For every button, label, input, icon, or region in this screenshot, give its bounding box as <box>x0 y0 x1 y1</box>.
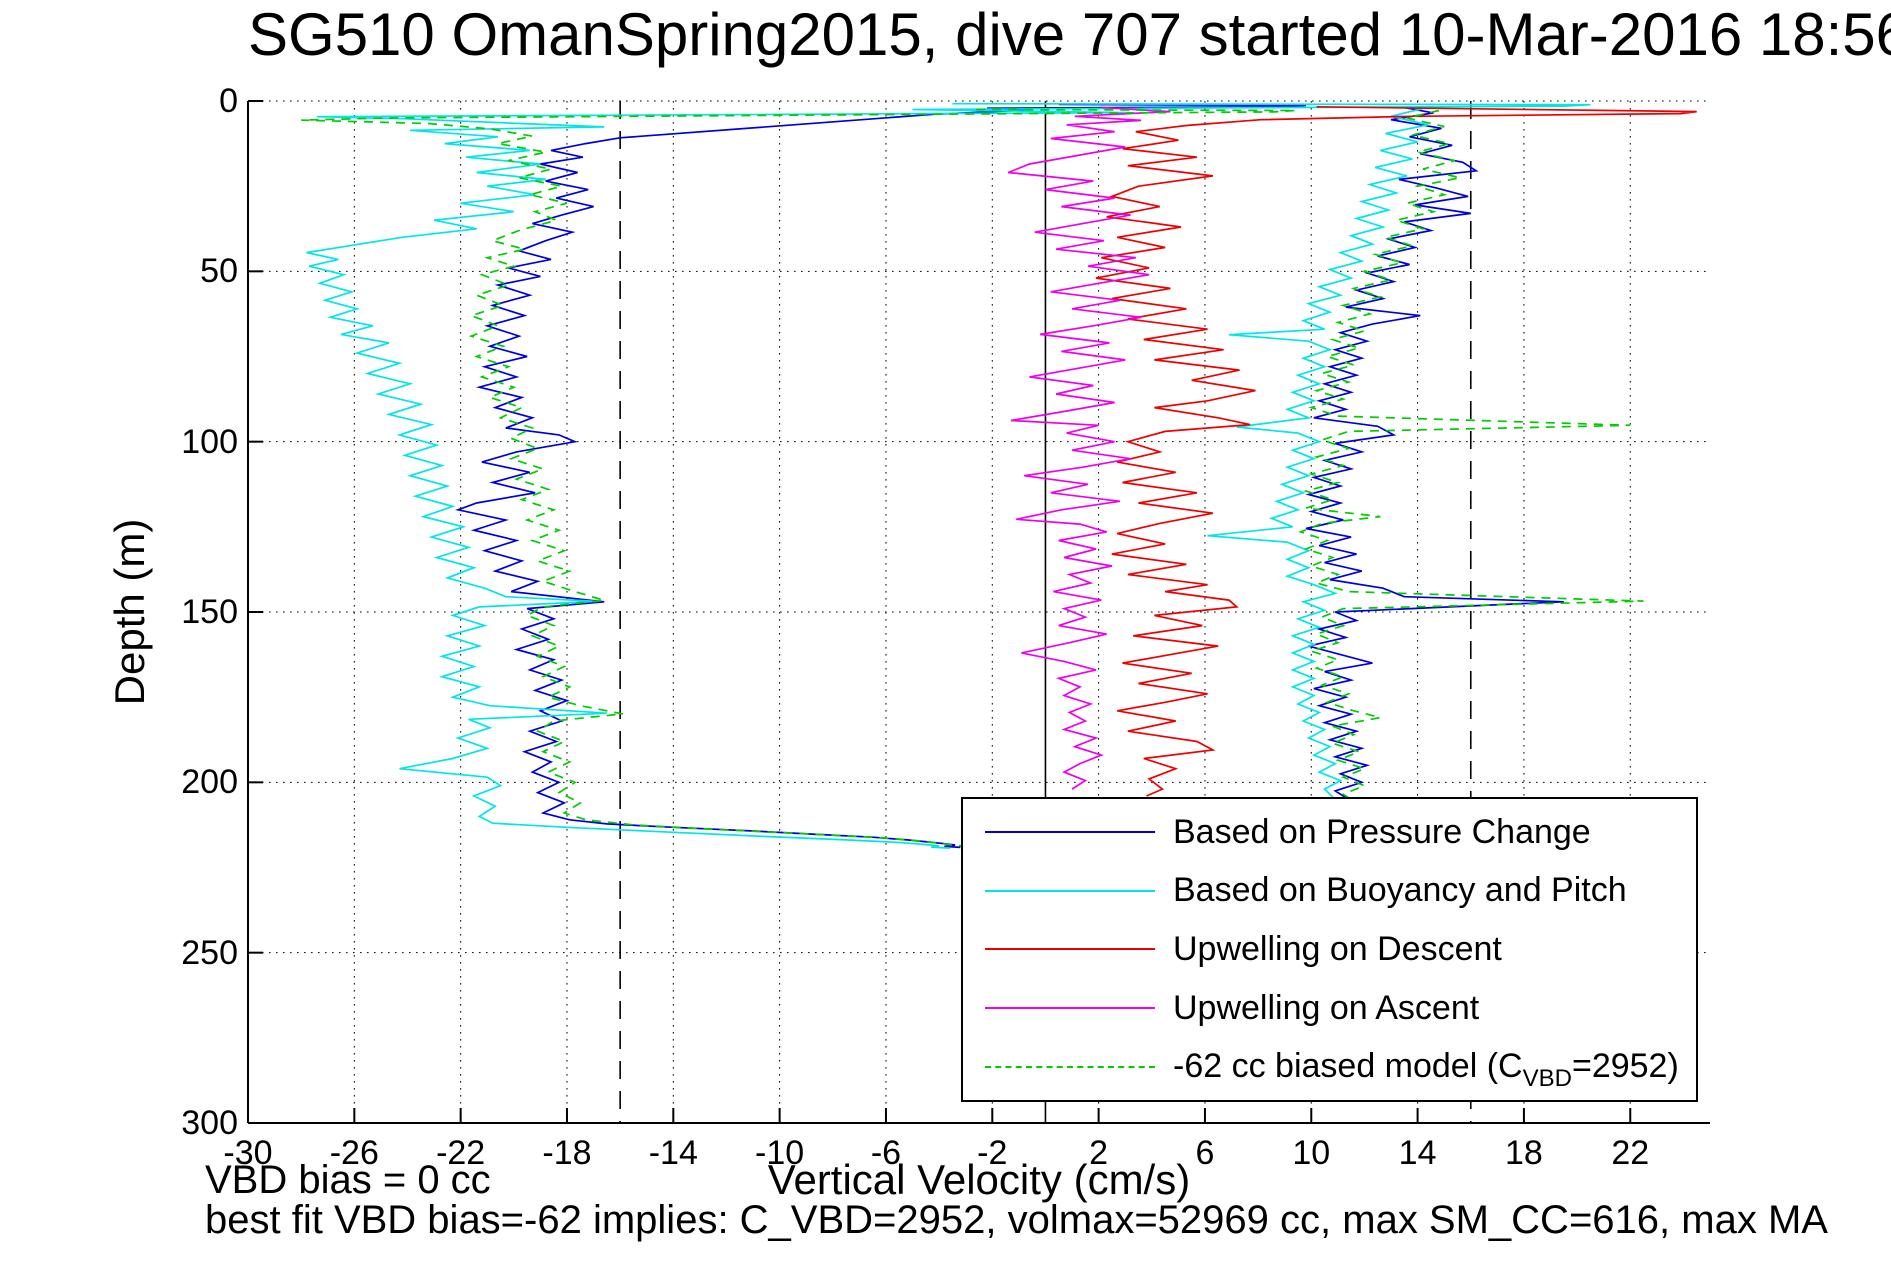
y-tick-label: 0 <box>219 82 238 120</box>
legend-line-sample <box>985 948 1155 951</box>
legend-item-pressure-change: Based on Pressure Change <box>963 804 1696 860</box>
x-tick-label: -6 <box>870 1134 902 1172</box>
y-tick-label: 300 <box>181 1104 238 1142</box>
x-tick-label: -30 <box>223 1134 273 1172</box>
legend-subscript: VBD <box>1522 1065 1572 1093</box>
x-tick-label: 2 <box>1089 1134 1109 1172</box>
plot-title: SG510 OmanSpring2015, dive 707 started 1… <box>248 1 1891 68</box>
vbd-bias-annotation: VBD bias = 0 cc <box>205 1158 491 1202</box>
legend-item-buoyancy-pitch: Based on Buoyancy and Pitch <box>963 863 1696 919</box>
legend-item-biased-model: -62 cc biased model (CVBD=2952) <box>963 1039 1696 1095</box>
legend-item-upwelling-ascent: Upwelling on Ascent <box>963 980 1696 1036</box>
legend-item-label: Upwelling on Descent <box>1173 929 1502 968</box>
series-curve <box>1305 106 1564 801</box>
y-tick-label: 200 <box>181 763 238 802</box>
legend-item-label: Based on Buoyancy and Pitch <box>1173 871 1627 910</box>
legend-line-sample <box>985 1007 1155 1010</box>
series-curve <box>1207 107 1429 801</box>
series-curve <box>1007 106 1171 790</box>
legend-item-label: -62 cc biased model (CVBD=2952) <box>1173 1047 1679 1093</box>
x-tick-label: -18 <box>542 1134 592 1172</box>
series-curve <box>454 103 1307 849</box>
legend-line-sample <box>985 831 1155 834</box>
x-tick-label: -26 <box>329 1134 379 1172</box>
legend-item-label: Upwelling on Ascent <box>1173 988 1480 1027</box>
x-tick-label: 6 <box>1195 1134 1215 1172</box>
x-tick-label: -22 <box>436 1134 486 1172</box>
x-tick-label: 22 <box>1611 1134 1650 1172</box>
series-curve <box>1095 105 1697 797</box>
legend-line-sample <box>985 1065 1155 1068</box>
best-fit-annotation: best fit VBD bias=-62 implies: C_VBD=295… <box>205 1198 1828 1242</box>
y-tick-label: 250 <box>181 933 238 972</box>
series-curve <box>301 108 1296 849</box>
x-tick-label: 10 <box>1292 1134 1331 1172</box>
series-curve <box>306 102 1591 849</box>
series-curve <box>1298 109 1644 804</box>
x-tick-label: 18 <box>1505 1134 1543 1172</box>
x-tick-label: -14 <box>648 1134 698 1172</box>
x-tick-label: -10 <box>755 1134 805 1172</box>
legend-item-upwelling-descent: Upwelling on Descent <box>963 921 1696 977</box>
y-tick-label: 150 <box>181 593 238 631</box>
x-tick-label: 14 <box>1398 1134 1437 1172</box>
legend-box: Based on Pressure Change Based on Buoyan… <box>961 797 1698 1102</box>
x-axis-label: Vertical Velocity (cm/s) <box>767 1156 1191 1203</box>
x-tick-label: -2 <box>977 1134 1008 1172</box>
y-tick-label: 100 <box>181 422 238 461</box>
y-tick-label: 50 <box>200 252 238 291</box>
legend-line-sample <box>985 889 1155 892</box>
legend-item-label: Based on Pressure Change <box>1173 812 1591 851</box>
